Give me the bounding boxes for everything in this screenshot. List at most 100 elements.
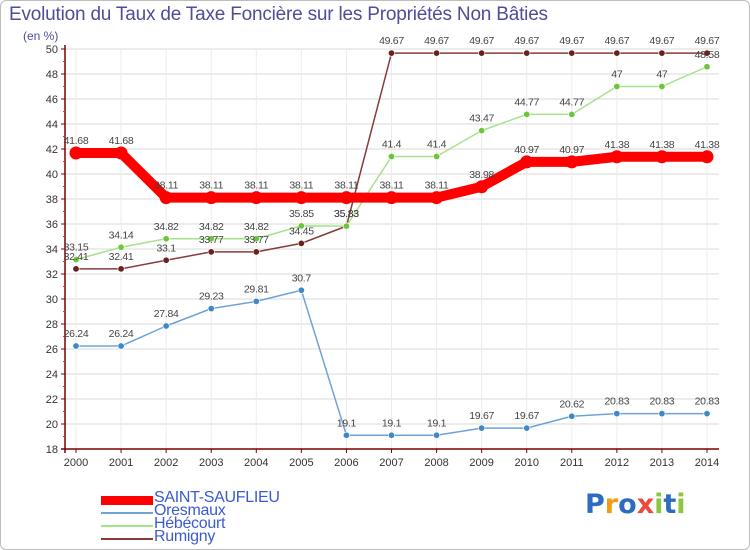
data-point [613,83,621,91]
data-point [568,412,576,420]
data-point [249,191,263,205]
data-point [610,150,624,164]
y-tick-label: 26 [46,344,58,356]
data-point [433,49,441,57]
data-point [703,63,711,71]
data-label: 44.77 [559,96,584,108]
legend-label: Rumigny [154,528,216,545]
logo-letter: x [636,489,655,520]
data-label: 47 [656,69,668,81]
y-tick-label: 30 [46,294,58,306]
data-label: 47 [611,69,623,81]
data-point [297,239,305,247]
data-label: 49.67 [424,35,449,47]
data-point [117,342,125,350]
data-label: 49.67 [379,35,404,47]
data-label: 19.67 [469,410,494,422]
logo-letter: r [604,489,619,520]
unit-label: (en %) [23,29,59,43]
y-tick-label: 32 [46,269,58,281]
data-point [162,322,170,330]
data-label: 34.14 [109,229,134,241]
data-label: 38.98 [469,169,494,181]
logo-letter: i [676,489,686,520]
data-point [523,424,531,432]
data-label: 41.68 [64,135,89,147]
data-point [204,191,218,205]
data-point [478,424,486,432]
data-label: 30.7 [292,272,312,284]
data-point [162,256,170,264]
y-tick-label: 50 [46,44,58,56]
data-point [339,191,353,205]
data-point [478,49,486,57]
data-point [565,155,579,169]
data-label: 19.1 [427,417,447,429]
data-label: 34.45 [289,225,314,237]
x-tick-label: 2002 [154,457,178,469]
y-tick-label: 20 [46,419,58,431]
y-tick-label: 48 [46,69,58,81]
x-tick-label: 2010 [514,457,538,469]
data-label: 38.11 [154,180,178,192]
data-point [342,222,350,230]
x-tick-label: 2003 [199,457,223,469]
data-label: 49.67 [469,35,494,47]
y-tick-label: 42 [46,144,58,156]
data-label: 41.4 [427,139,447,151]
data-label: 49.67 [695,35,720,47]
data-label: 49.67 [514,35,539,47]
x-tick-label: 2008 [424,457,448,469]
data-point [433,431,441,439]
data-point [297,286,305,294]
data-label: 33.1 [157,242,177,254]
data-point [117,243,125,251]
y-tick-label: 38 [46,194,58,206]
data-point [117,265,125,273]
data-point [387,49,395,57]
data-label: 40.97 [559,144,584,156]
data-label: 49.67 [604,35,629,47]
data-point [294,191,308,205]
data-label: 40.97 [514,144,539,156]
x-tick-label: 2007 [379,457,403,469]
data-label: 27.84 [154,308,179,320]
data-point [252,297,260,305]
x-tick-label: 2012 [605,457,629,469]
data-point [523,110,531,118]
data-label: 41.38 [650,139,675,151]
y-tick-label: 44 [46,119,58,131]
data-point [207,235,215,243]
data-label: 38.11 [425,180,449,192]
x-tick-label: 2005 [289,457,313,469]
data-label: 26.24 [64,328,89,340]
x-tick-label: 2001 [109,457,133,469]
data-point [297,222,305,230]
data-point [159,191,173,205]
data-label: 44.77 [514,96,539,108]
logo-letter: o [618,489,637,520]
y-tick-label: 22 [46,394,58,406]
data-point [613,49,621,57]
data-label: 20.83 [650,396,675,408]
data-point [252,248,260,256]
legend-swatch [101,512,153,514]
logo-letter: i [654,489,664,520]
x-tick-label: 2011 [560,457,584,469]
data-point [252,235,260,243]
data-point [387,431,395,439]
data-point [207,248,215,256]
x-tick-label: 2014 [695,457,719,469]
data-label: 38.11 [380,180,404,192]
data-point [568,110,576,118]
data-label: 34.82 [244,221,269,233]
data-label: 33.15 [64,242,89,254]
y-tick-label: 24 [46,369,58,381]
data-label: 19.67 [514,410,539,422]
data-point [342,431,350,439]
data-label: 26.24 [109,328,134,340]
legend-label: Oresmaux [154,502,226,519]
data-point [658,49,666,57]
logo-letter: P [585,489,605,520]
